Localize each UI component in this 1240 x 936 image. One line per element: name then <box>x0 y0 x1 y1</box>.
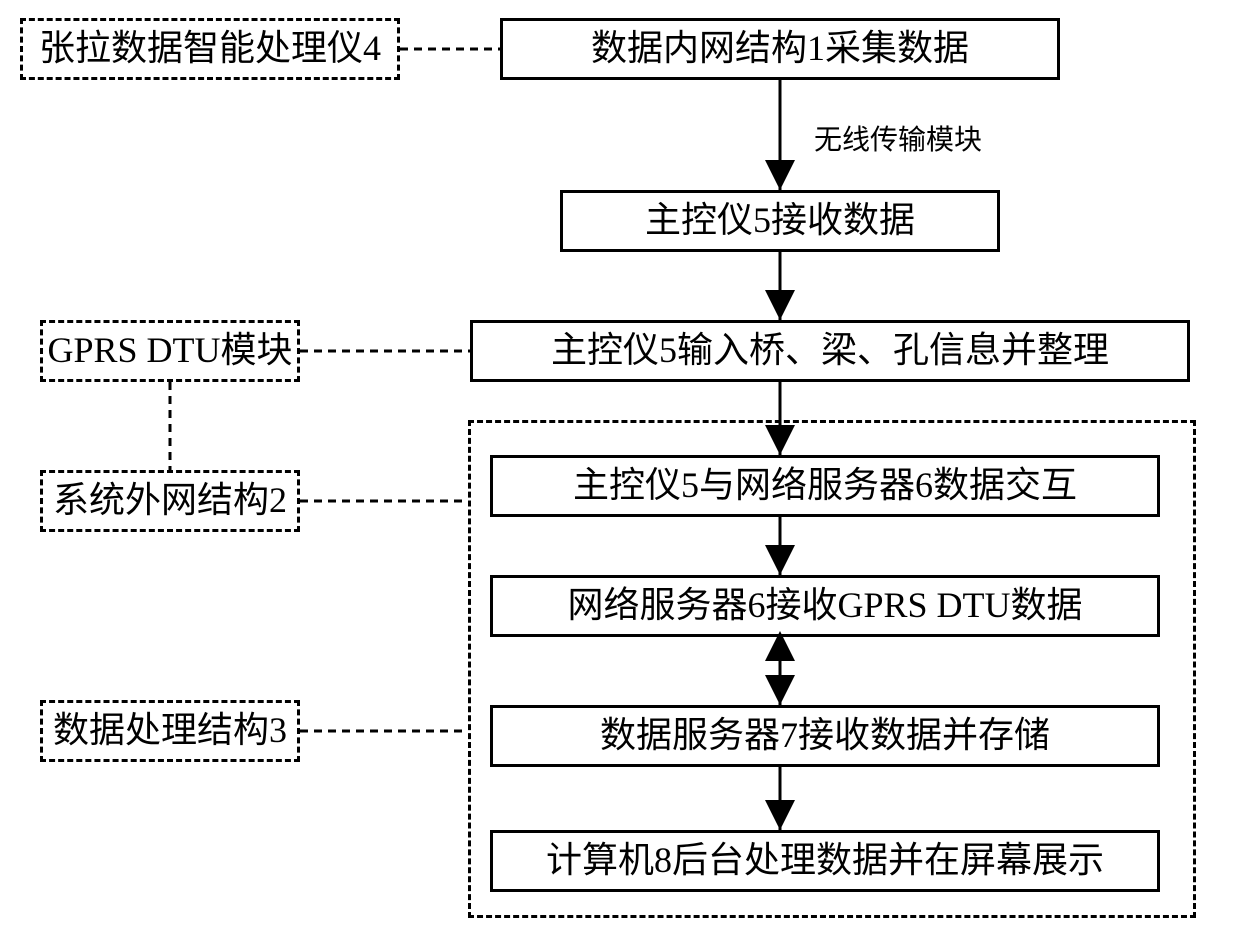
node-computer-display: 计算机8后台处理数据并在屏幕展示 <box>490 830 1160 892</box>
edge-label-text: 无线传输模块 <box>814 125 982 156</box>
node-text: 计算机8后台处理数据并在屏幕展示 <box>546 839 1104 882</box>
edge-label-wireless: 无线传输模块 <box>810 118 986 158</box>
label-text: 张拉数据智能处理仪4 <box>39 27 381 70</box>
label-data-processing: 数据处理结构3 <box>40 700 300 762</box>
node-data-server-store: 数据服务器7接收数据并存储 <box>490 705 1160 767</box>
label-text: GPRS DTU模块 <box>47 329 292 372</box>
node-text: 数据内网结构1采集数据 <box>591 27 969 70</box>
node-text: 主控仪5接收数据 <box>645 199 915 242</box>
node-text: 网络服务器6接收GPRS DTU数据 <box>567 584 1082 627</box>
label-tension-processor: 张拉数据智能处理仪4 <box>20 18 400 80</box>
node-text: 主控仪5输入桥、梁、孔信息并整理 <box>551 329 1109 372</box>
node-controller-input: 主控仪5输入桥、梁、孔信息并整理 <box>470 320 1190 382</box>
node-controller-receive: 主控仪5接收数据 <box>560 190 1000 252</box>
node-text: 数据服务器7接收数据并存储 <box>600 714 1050 757</box>
label-external-network: 系统外网结构2 <box>40 470 300 532</box>
label-text: 数据处理结构3 <box>53 709 287 752</box>
label-text: 系统外网结构2 <box>53 479 287 522</box>
node-controller-server-exchange: 主控仪5与网络服务器6数据交互 <box>490 455 1160 517</box>
node-text: 主控仪5与网络服务器6数据交互 <box>573 464 1077 507</box>
label-gprs-dtu: GPRS DTU模块 <box>40 320 300 382</box>
node-data-collection: 数据内网结构1采集数据 <box>500 18 1060 80</box>
node-server-receive-gprs: 网络服务器6接收GPRS DTU数据 <box>490 575 1160 637</box>
